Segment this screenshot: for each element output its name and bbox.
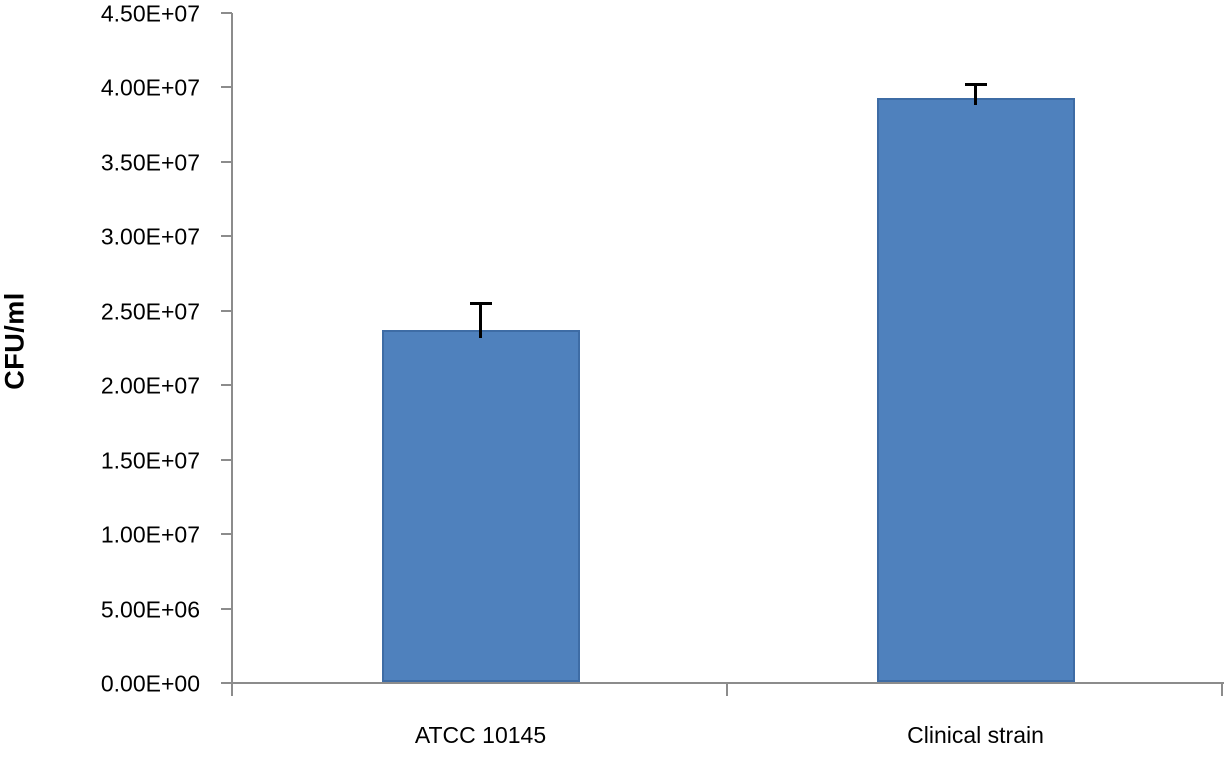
y-tick-mark	[221, 12, 232, 14]
y-tick-mark	[221, 86, 232, 88]
y-tick-mark	[221, 459, 232, 461]
y-tick-label: 4.50E+07	[100, 0, 200, 27]
y-axis-line	[231, 13, 233, 696]
error-bar-cap-atcc-10145	[470, 302, 492, 305]
y-tick-label: 3.50E+07	[100, 149, 200, 176]
y-tick-label: 1.00E+07	[100, 521, 200, 548]
x-tick-label-atcc-10145: ATCC 10145	[414, 722, 547, 748]
y-tick-mark	[221, 533, 232, 535]
y-tick-mark	[221, 161, 232, 163]
y-tick-label: 1.50E+07	[100, 447, 200, 474]
y-tick-mark	[221, 384, 232, 386]
x-tick-label-clinical-strain: Clinical strain	[907, 722, 1044, 748]
bar-clinical-strain	[877, 98, 1075, 682]
y-tick-label: 5.00E+06	[100, 596, 200, 623]
error-bar-line-clinical-strain	[974, 84, 977, 105]
x-tick-mark	[1221, 683, 1223, 696]
y-tick-mark	[221, 682, 232, 684]
y-tick-label: 2.50E+07	[100, 298, 200, 325]
bar-atcc-10145	[382, 330, 580, 682]
y-tick-mark	[221, 310, 232, 312]
error-bar-cap-clinical-strain	[965, 83, 987, 86]
y-tick-mark	[221, 235, 232, 237]
error-bar-line-atcc-10145	[479, 303, 482, 338]
x-tick-mark	[726, 683, 728, 696]
y-tick-label: 4.00E+07	[100, 74, 200, 101]
y-tick-label: 0.00E+00	[100, 670, 200, 697]
y-tick-label: 2.00E+07	[100, 372, 200, 399]
y-tick-mark	[221, 608, 232, 610]
y-tick-label: 3.00E+07	[100, 223, 200, 250]
